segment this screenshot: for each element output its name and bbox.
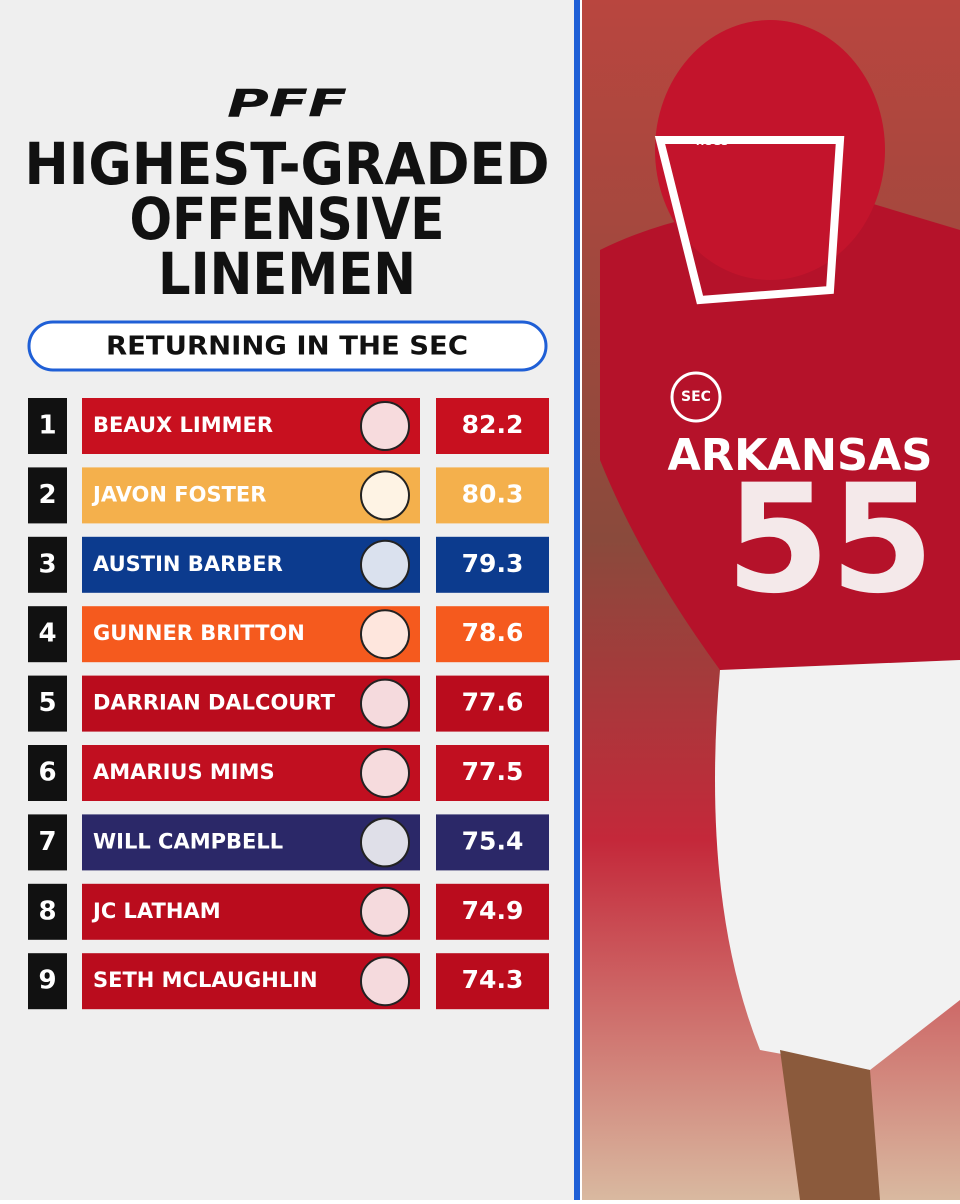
grade-box bbox=[436, 606, 549, 663]
player-name: SETH MCLAUGHLIN bbox=[93, 968, 318, 992]
grade: 77.6 bbox=[462, 688, 524, 717]
grade: 74.9 bbox=[462, 896, 524, 925]
rank-box bbox=[28, 536, 67, 593]
rank: 3 bbox=[38, 549, 56, 579]
grade-box bbox=[436, 467, 549, 524]
rank: 2 bbox=[38, 480, 56, 510]
rank-box bbox=[28, 814, 67, 871]
team-logo bbox=[360, 748, 410, 798]
rank-box bbox=[28, 883, 67, 940]
team-logo bbox=[360, 956, 410, 1007]
title-line: HIGHEST-GRADED bbox=[25, 130, 550, 198]
rank-box bbox=[28, 745, 67, 801]
jersey-number: 55 bbox=[726, 453, 935, 627]
player-name: JAVON FOSTER bbox=[91, 482, 266, 506]
helmet-text: HOGS bbox=[696, 137, 728, 148]
player bbox=[600, 20, 960, 1200]
rank-box bbox=[28, 606, 67, 663]
team-logo bbox=[360, 539, 410, 590]
team-logo bbox=[360, 817, 410, 868]
grade-box bbox=[436, 675, 549, 732]
grade-box bbox=[436, 883, 549, 940]
title-line: LINEMEN bbox=[158, 240, 416, 308]
player-name: BEAUX LIMMER bbox=[93, 413, 273, 437]
grade-box bbox=[436, 745, 549, 801]
player-name: WILL CAMPBELL bbox=[93, 829, 283, 853]
grade-box bbox=[436, 814, 549, 871]
title-line: OFFENSIVE bbox=[130, 185, 445, 253]
grade: 78.6 bbox=[462, 618, 524, 647]
rank: 7 bbox=[38, 827, 56, 857]
grade-box bbox=[436, 953, 549, 1010]
grade: 80.3 bbox=[462, 479, 524, 508]
subtitle: RETURNING IN THE SEC bbox=[106, 332, 468, 362]
grade-box bbox=[436, 398, 549, 454]
team-logo bbox=[360, 886, 410, 937]
grade-box bbox=[436, 536, 549, 593]
rank-box bbox=[28, 953, 67, 1010]
logo: PFF bbox=[227, 82, 347, 126]
grade: 75.4 bbox=[462, 826, 524, 855]
team-logo bbox=[360, 401, 410, 451]
jersey-text: ARKANSAS bbox=[668, 430, 933, 481]
grade: 82.2 bbox=[462, 410, 524, 439]
grade: 74.3 bbox=[462, 965, 524, 994]
player-name: AMARIUS MIMS bbox=[93, 760, 275, 784]
grade: 79.3 bbox=[462, 549, 524, 578]
grade: 77.5 bbox=[462, 757, 524, 786]
rank-box bbox=[28, 675, 67, 732]
rank-box bbox=[28, 398, 67, 454]
rank: 8 bbox=[38, 896, 56, 926]
player-name: JC LATHAM bbox=[91, 899, 221, 923]
player-name: DARRIAN DALCOURT bbox=[93, 691, 336, 715]
rank: 5 bbox=[38, 688, 56, 718]
sec-patch: SEC bbox=[681, 389, 711, 405]
player-name: AUSTIN BARBER bbox=[93, 552, 283, 576]
rank-box bbox=[28, 467, 67, 524]
rank: 1 bbox=[38, 411, 56, 441]
rank: 6 bbox=[38, 758, 56, 788]
rank: 9 bbox=[38, 966, 56, 996]
team-logo bbox=[360, 470, 410, 521]
team-logo bbox=[360, 609, 410, 660]
rank: 4 bbox=[38, 619, 56, 649]
player-name: GUNNER BRITTON bbox=[93, 621, 305, 645]
subtitle-pill bbox=[27, 320, 548, 372]
team-logo bbox=[360, 678, 410, 729]
divider bbox=[574, 0, 580, 1200]
